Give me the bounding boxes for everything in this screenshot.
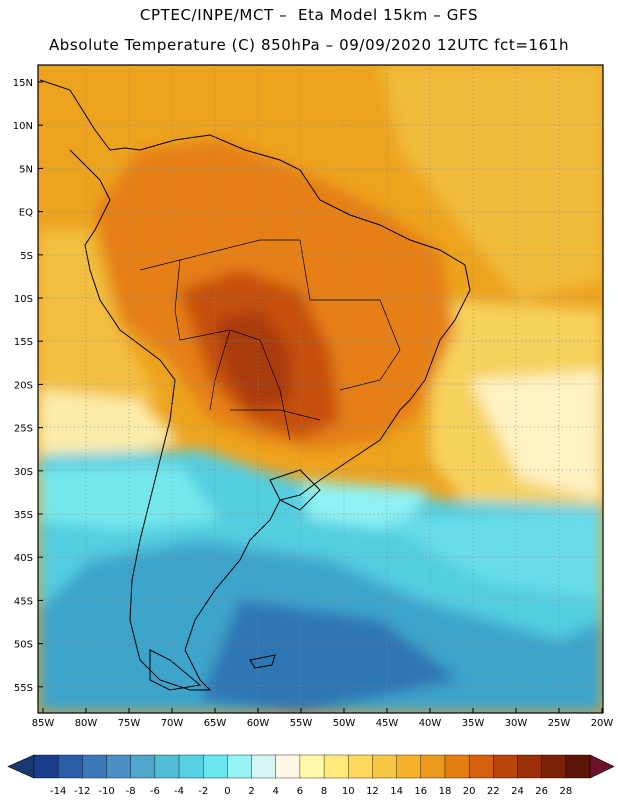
colorbar-label: 16 xyxy=(414,786,427,797)
colorbar-label: -6 xyxy=(150,786,160,797)
longitude-label: 45W xyxy=(376,718,399,729)
longitude-label: 70W xyxy=(161,718,184,729)
colorbar-under-arrow xyxy=(7,754,35,779)
country-borders xyxy=(139,239,401,441)
colorbar-label: 20 xyxy=(463,786,476,797)
colorbar-label: 18 xyxy=(439,786,452,797)
latitude-label: 40S xyxy=(14,553,33,564)
longitude-label: 20W xyxy=(591,718,614,729)
colorbar-swatch xyxy=(33,754,59,779)
longitude-label: 25W xyxy=(548,718,571,729)
chart-title-line-1: CPTEC/INPE/MCT – Eta Model 15km – GFS xyxy=(139,6,479,24)
colorbar-label: -8 xyxy=(126,786,136,797)
colorbar-swatch xyxy=(323,754,349,779)
colorbar-over-arrow xyxy=(589,754,615,779)
colorbar-label: 6 xyxy=(297,786,303,797)
colorbar-swatch xyxy=(348,754,373,779)
colorbar-swatch xyxy=(396,754,422,779)
plot-frame xyxy=(37,64,604,714)
latitude-label: 15S xyxy=(14,337,33,348)
latitude-label: 10S xyxy=(14,294,33,305)
colorbar-label: 4 xyxy=(273,786,279,797)
colorbar-swatch xyxy=(203,754,228,779)
colorbar-label: 12 xyxy=(366,786,379,797)
latitude-label: 5S xyxy=(20,251,33,262)
colorbar-swatch xyxy=(493,754,518,779)
latitude-label: 5N xyxy=(19,164,33,175)
colorbar-swatch xyxy=(299,754,325,779)
temperature-field xyxy=(38,65,603,713)
coastlines xyxy=(39,79,471,691)
latitude-label: 45S xyxy=(14,596,33,607)
colorbar-label: 24 xyxy=(511,786,524,797)
colorbar-swatch xyxy=(251,754,277,779)
colorbar-label: 2 xyxy=(248,786,254,797)
colorbar-label: -4 xyxy=(174,786,184,797)
colorbar-swatch xyxy=(420,754,446,779)
colorbar-swatch xyxy=(57,754,83,779)
latitude-label: 20S xyxy=(14,380,33,391)
latitude-axis: 15N 10N 5N EQ 5S 10S 15S 20S 25S 30S 35S 40S 45S 50S 5… xyxy=(13,78,43,694)
colorbar-swatch xyxy=(82,754,108,779)
colorbar-swatch xyxy=(541,754,567,779)
longitude-label: 75W xyxy=(118,718,141,729)
latitude-label: 25S xyxy=(14,424,33,435)
longitude-label: 30W xyxy=(505,718,528,729)
colorbar-label: 10 xyxy=(342,786,355,797)
colorbar-label: 14 xyxy=(390,786,403,797)
colorbar-swatch xyxy=(130,754,156,779)
longitude-label: 55W xyxy=(290,718,313,729)
colorbar-label: 26 xyxy=(535,786,548,797)
latitude-label: EQ xyxy=(19,208,33,219)
colorbar-swatch xyxy=(154,754,180,779)
colorbar-swatch xyxy=(227,754,253,779)
colorbar-swatch xyxy=(444,754,470,779)
colorbar-label: 22 xyxy=(487,786,500,797)
colorbar: -14 -12 -10 -8 -6 -4 -2 0 2 4 6 8 10 12 14 16 18 20 22 24 26… xyxy=(7,754,615,797)
colorbar-label: -12 xyxy=(74,786,90,797)
longitude-label: 35W xyxy=(462,718,485,729)
colorbar-swatch xyxy=(178,754,204,779)
latitude-label: 15N xyxy=(13,78,33,89)
longitude-label: 85W xyxy=(32,718,55,729)
latitude-label: 55S xyxy=(14,683,33,694)
colorbar-swatch xyxy=(372,754,398,779)
longitude-label: 60W xyxy=(247,718,270,729)
latitude-label: 50S xyxy=(14,640,33,651)
latitude-label: 35S xyxy=(14,510,33,521)
gridlines xyxy=(38,65,603,713)
colorbar-swatch xyxy=(468,754,494,779)
colorbar-label: 28 xyxy=(559,786,572,797)
latitude-label: 30S xyxy=(14,467,33,478)
colorbar-swatch xyxy=(517,754,543,779)
colorbar-swatch xyxy=(565,754,591,779)
latitude-label: 10N xyxy=(13,121,33,132)
longitude-axis: 85W 80W 75W 70W 65W 60W 55W 50W 45W 40W 35W 30W 25W 2… xyxy=(32,708,614,729)
chart-title-line-2: Absolute Temperature (C) 850hPa – 09/09/… xyxy=(48,36,570,54)
longitude-label: 80W xyxy=(75,718,98,729)
longitude-label: 50W xyxy=(333,718,356,729)
colorbar-label: -14 xyxy=(50,786,66,797)
colorbar-label: -2 xyxy=(198,786,208,797)
longitude-label: 40W xyxy=(419,718,442,729)
colorbar-label: 0 xyxy=(224,786,230,797)
colorbar-label: 8 xyxy=(321,786,327,797)
colorbar-swatch xyxy=(275,754,301,779)
colorbar-swatch xyxy=(106,754,132,779)
longitude-label: 65W xyxy=(204,718,227,729)
colorbar-label: -10 xyxy=(98,786,114,797)
